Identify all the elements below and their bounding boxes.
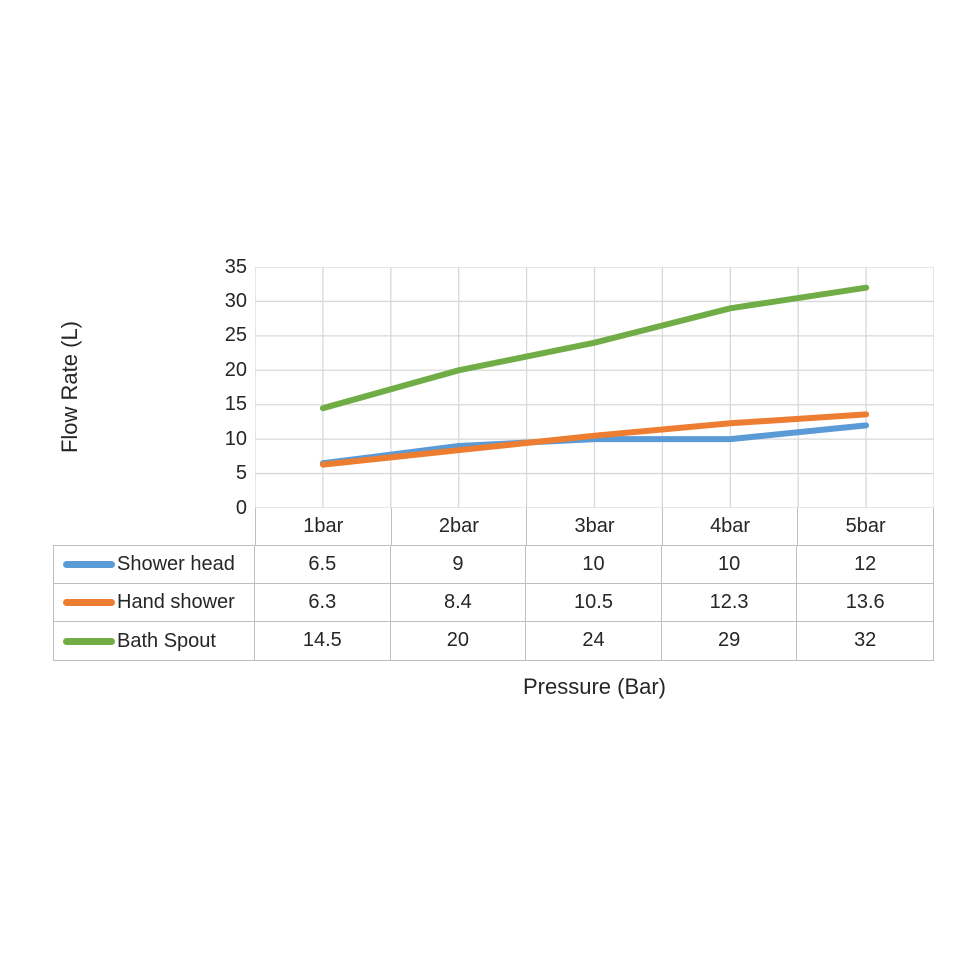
value-cell: 20	[391, 622, 527, 660]
value-cell: 10	[526, 546, 662, 584]
y-tick-label: 5	[235, 462, 247, 485]
y-tick-label: 15	[224, 393, 247, 416]
legend-line-swatch	[63, 637, 115, 645]
legend-line-swatch	[63, 561, 115, 568]
x-category-row: 1bar 2bar 3bar 4bar 5bar	[255, 508, 934, 545]
value-cell: 9	[390, 546, 527, 584]
legend-cell: Bath Spout	[54, 622, 255, 660]
value-cell: 6.5	[255, 546, 391, 584]
value-cell: 14.5	[255, 622, 391, 660]
value-cell: 6.3	[255, 584, 391, 622]
legend-label: Hand shower	[117, 591, 235, 613]
legend-cell: Hand shower	[54, 584, 255, 622]
data-table: Shower head 6.5 9 10 10 12 Hand shower 6.3 8.4 10…	[53, 545, 934, 661]
y-tick-label: 25	[224, 324, 247, 347]
series-line-shower-head	[319, 422, 870, 467]
y-tick-label: 30	[224, 289, 247, 312]
x-category-label: 5bar	[797, 508, 934, 545]
value-cell: 8.4	[390, 584, 527, 622]
plot-area	[255, 267, 934, 508]
series-line-hand-shower	[319, 411, 870, 468]
value-cell: 10	[661, 546, 798, 584]
y-axis-tick-labels: 0 5 10 15 20 25 30 35	[130, 0, 247, 970]
legend-label: Shower head	[117, 553, 235, 575]
legend-cell: Shower head	[54, 546, 255, 584]
x-category-label: 4bar	[661, 508, 798, 545]
value-cell: 32	[854, 629, 877, 651]
y-tick-label: 35	[224, 255, 247, 278]
x-category-label: 2bar	[390, 508, 527, 545]
x-category-label: 3bar	[526, 508, 662, 545]
series-line-bath-spout	[319, 284, 870, 412]
value-cell: 29	[662, 622, 798, 660]
y-tick-label: 20	[224, 358, 247, 381]
legend-label: Bath Spout	[117, 629, 216, 652]
x-axis-title: Pressure (Bar)	[522, 674, 667, 699]
gridlines	[255, 267, 934, 508]
value-cell: 13.6	[797, 584, 933, 622]
value-cell: 24	[526, 622, 662, 660]
y-tick-label: 10	[224, 427, 247, 450]
value-cell: 12.3	[661, 584, 798, 622]
x-category-label: 1bar	[255, 508, 391, 545]
value-cell: 10.5	[526, 584, 662, 622]
y-axis-title: Flow Rate (L)	[57, 320, 82, 454]
y-tick-label: 0	[235, 496, 247, 519]
value-cell: 12	[797, 546, 933, 584]
legend-line-swatch	[63, 599, 115, 606]
